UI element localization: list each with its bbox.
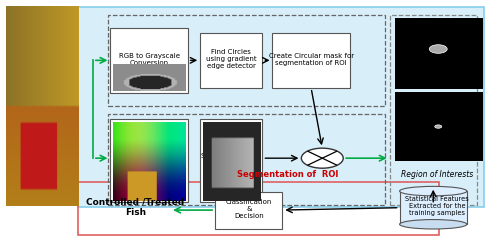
Bar	[272, 33, 349, 88]
Bar	[110, 28, 188, 93]
Ellipse shape	[400, 186, 467, 196]
Text: Controlled /Treated
Fish: Controlled /Treated Fish	[86, 197, 184, 217]
Text: RGB to HSV
Conversion: RGB to HSV Conversion	[128, 153, 170, 166]
Text: Segmentation of  ROI: Segmentation of ROI	[236, 170, 338, 179]
Text: Classification
&
Decision: Classification & Decision	[226, 199, 272, 219]
Bar	[390, 15, 477, 205]
Bar	[200, 119, 262, 202]
Bar	[110, 119, 188, 202]
Bar	[215, 192, 282, 228]
Text: Find Circles
using gradient
edge detector: Find Circles using gradient edge detecto…	[206, 49, 256, 69]
Text: Select Saturation
Component: Select Saturation Component	[201, 153, 262, 166]
Circle shape	[434, 125, 442, 128]
Circle shape	[430, 45, 447, 53]
Text: Region of Interests: Region of Interests	[401, 170, 473, 179]
Bar	[108, 15, 384, 106]
Bar	[78, 7, 484, 207]
Bar	[200, 33, 262, 88]
Bar	[400, 191, 467, 224]
Bar	[78, 182, 440, 234]
Circle shape	[302, 148, 343, 168]
Text: Statistical Features
Extracted for the
training samples: Statistical Features Extracted for the t…	[405, 196, 469, 216]
Text: RGB to Grayscale
Conversion: RGB to Grayscale Conversion	[118, 53, 180, 66]
Text: Create Circular mask for
segmentation of ROI: Create Circular mask for segmentation of…	[268, 53, 354, 66]
Ellipse shape	[400, 220, 467, 229]
Bar	[108, 114, 384, 205]
